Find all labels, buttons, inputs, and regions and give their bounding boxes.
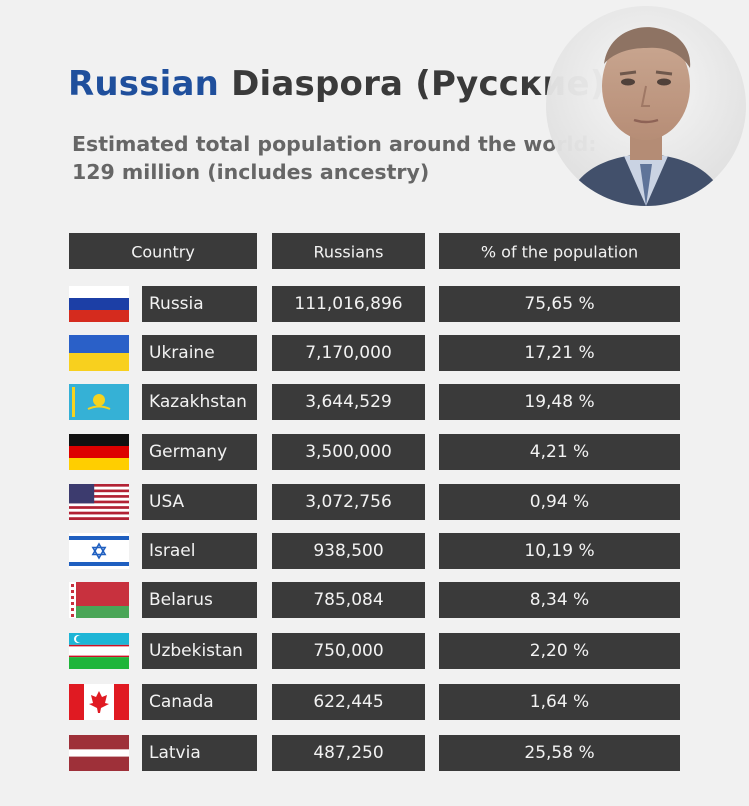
percent-cell [439, 384, 680, 420]
percent-cell [439, 434, 680, 470]
russians-cell [272, 735, 425, 771]
russians-value: 3,500,000 [305, 442, 392, 462]
percent-cell [439, 533, 680, 569]
table-row [142, 484, 680, 520]
russians-cell [272, 434, 425, 470]
table-row [142, 335, 680, 371]
russians-cell [272, 582, 425, 618]
country-label: Belarus [149, 590, 213, 610]
russians-cell [272, 684, 425, 720]
header-russians-label: Russians [314, 243, 384, 262]
title-highlight: Russian [68, 64, 220, 104]
country-cell [142, 384, 257, 420]
header-percent-cell [439, 233, 680, 269]
table-row [142, 533, 680, 569]
russia-flag-icon [69, 286, 129, 322]
subtitle: Estimated total population around the wo… [72, 130, 632, 186]
country-cell [142, 633, 257, 669]
percent-value: 19,48 % [524, 392, 594, 412]
title-rest: Diaspora (Русские) [219, 64, 606, 104]
header-country-label: Country [131, 243, 195, 262]
page-title: Russian Diaspora (Русские) [68, 64, 605, 104]
table-row [142, 684, 680, 720]
percent-cell [439, 286, 680, 322]
country-label: USA [149, 492, 185, 512]
subtitle-line-1: Estimated total population around the wo… [72, 132, 597, 156]
country-cell [142, 533, 257, 569]
kazakhstan-flag-icon [69, 384, 129, 420]
russians-cell [272, 633, 425, 669]
country-cell [142, 434, 257, 470]
uzbekistan-flag-icon [69, 633, 129, 669]
table-row [142, 384, 680, 420]
russians-cell [272, 335, 425, 371]
percent-value: 17,21 % [524, 343, 594, 363]
country-cell [142, 335, 257, 371]
russians-value: 785,084 [313, 590, 383, 610]
russians-value: 111,016,896 [294, 294, 402, 314]
russians-value: 3,644,529 [305, 392, 392, 412]
subtitle-line-2: 129 million (includes ancestry) [72, 160, 430, 184]
ukraine-flag-icon [69, 335, 129, 371]
header-country-cell [69, 233, 257, 269]
russians-value: 938,500 [313, 541, 383, 561]
country-label: Canada [149, 692, 214, 712]
country-label: Uzbekistan [149, 641, 243, 661]
percent-value: 1,64 % [530, 692, 589, 712]
portrait-photo [546, 6, 746, 206]
russians-cell [272, 286, 425, 322]
russians-value: 750,000 [313, 641, 383, 661]
russians-cell [272, 484, 425, 520]
country-cell [142, 286, 257, 322]
table-row [142, 286, 680, 322]
canada-flag-icon [69, 684, 129, 720]
percent-value: 2,20 % [530, 641, 589, 661]
country-cell [142, 582, 257, 618]
russians-value: 3,072,756 [305, 492, 392, 512]
percent-cell [439, 735, 680, 771]
percent-value: 4,21 % [530, 442, 589, 462]
russians-value: 487,250 [313, 743, 383, 763]
percent-value: 75,65 % [524, 294, 594, 314]
usa-flag-icon [69, 484, 129, 520]
table-row [142, 582, 680, 618]
header-percent-label: % of the population [481, 243, 638, 262]
country-cell [142, 484, 257, 520]
russians-cell [272, 533, 425, 569]
country-label: Germany [149, 442, 227, 462]
belarus-flag-icon [69, 582, 129, 618]
header-russians-cell [272, 233, 425, 269]
country-label: Latvia [149, 743, 201, 763]
russians-value: 622,445 [313, 692, 383, 712]
country-cell [142, 735, 257, 771]
percent-cell [439, 633, 680, 669]
russians-cell [272, 384, 425, 420]
country-label: Russia [149, 294, 204, 314]
percent-value: 10,19 % [524, 541, 594, 561]
germany-flag-icon [69, 434, 129, 470]
percent-cell [439, 484, 680, 520]
percent-cell [439, 684, 680, 720]
table-row [142, 735, 680, 771]
percent-value: 8,34 % [530, 590, 589, 610]
country-label: Israel [149, 541, 195, 561]
table-row [142, 434, 680, 470]
latvia-flag-icon [69, 735, 129, 771]
percent-value: 25,58 % [524, 743, 594, 763]
portrait-avatar [546, 6, 746, 206]
country-label: Kazakhstan [149, 392, 247, 412]
israel-flag-icon [69, 533, 129, 569]
percent-cell [439, 582, 680, 618]
table-row [142, 633, 680, 669]
country-cell [142, 684, 257, 720]
percent-cell [439, 335, 680, 371]
russians-value: 7,170,000 [305, 343, 392, 363]
country-label: Ukraine [149, 343, 215, 363]
percent-value: 0,94 % [530, 492, 589, 512]
